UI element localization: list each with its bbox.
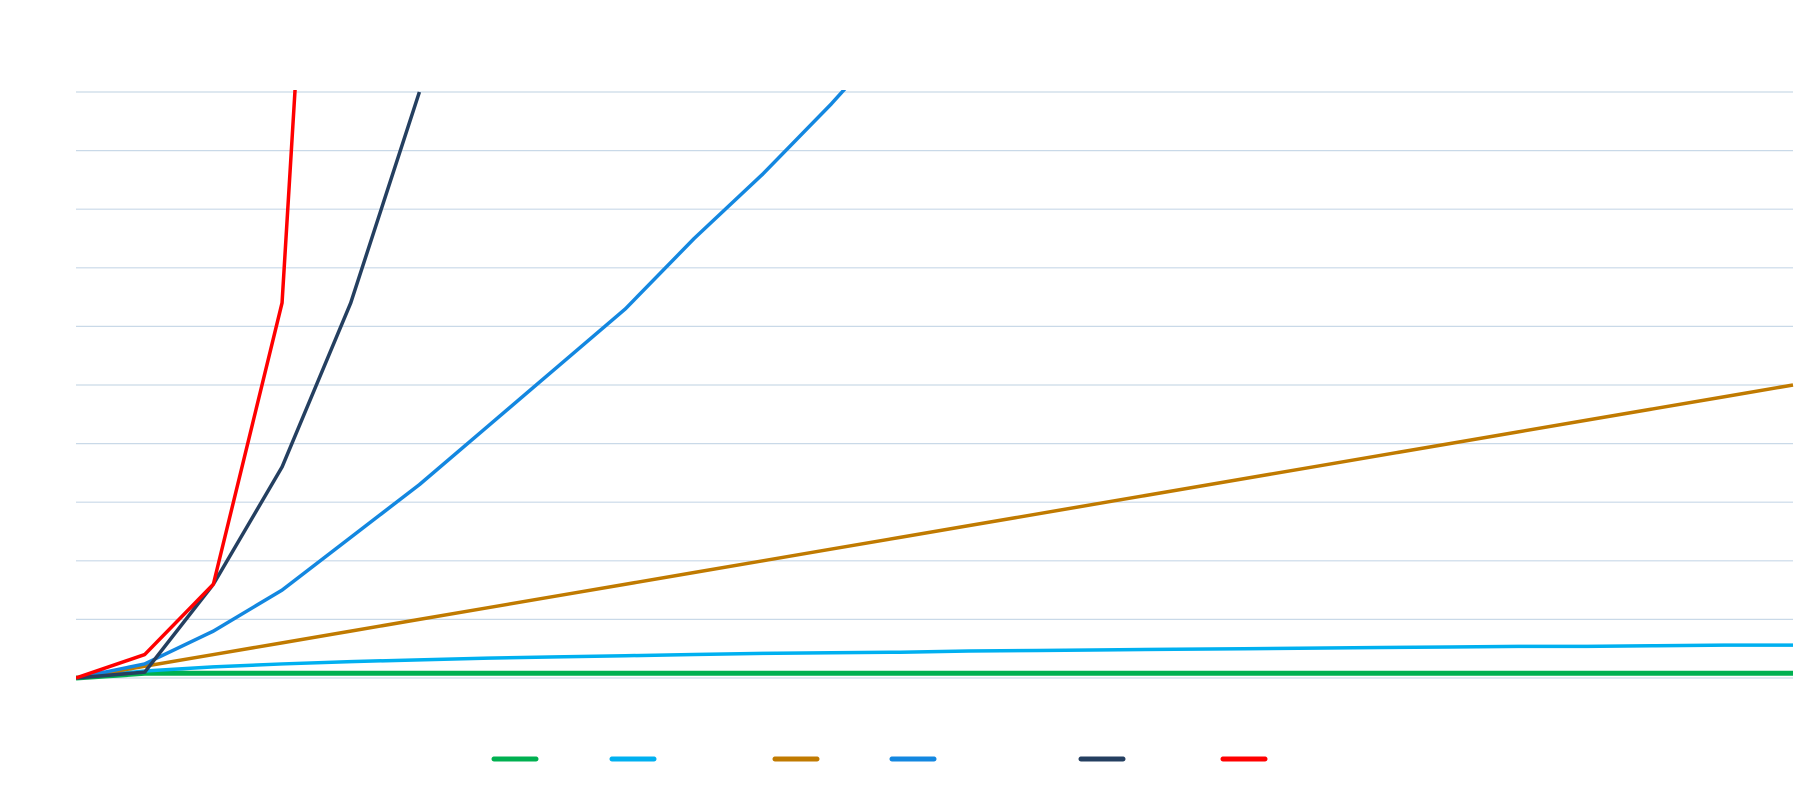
plot-area bbox=[76, 90, 1794, 681]
series-line bbox=[76, 90, 847, 680]
series-line bbox=[76, 91, 422, 680]
grid bbox=[76, 91, 1793, 679]
series-line bbox=[76, 383, 1794, 680]
series-line bbox=[76, 90, 297, 680]
series-line bbox=[76, 670, 1793, 681]
series-line bbox=[76, 643, 1793, 680]
